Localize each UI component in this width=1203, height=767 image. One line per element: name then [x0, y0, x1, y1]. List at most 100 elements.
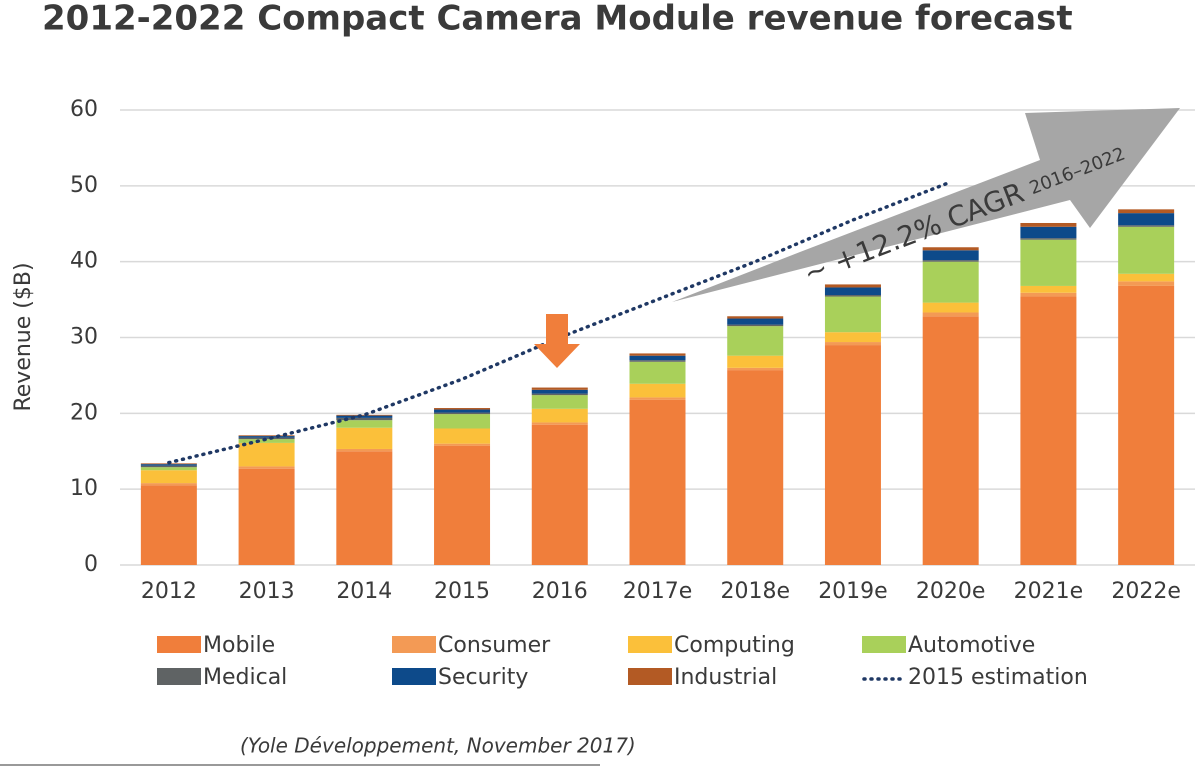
- bar-segment: [1020, 296, 1077, 565]
- bar-segment: [727, 355, 784, 368]
- bar-segment: [922, 312, 979, 317]
- bar-segment: [824, 287, 881, 296]
- x-tick-label: 2012: [141, 579, 197, 604]
- y-tick-label: 60: [70, 97, 98, 122]
- bar-segment: [1020, 239, 1077, 286]
- bar-segment: [531, 408, 588, 423]
- bar-segment: [336, 414, 393, 416]
- x-tick-label: 2022e: [1111, 579, 1181, 604]
- bar-segment: [140, 485, 197, 565]
- legend-swatch: [157, 636, 201, 653]
- bar-segment: [629, 399, 686, 565]
- bar-segment: [140, 483, 197, 486]
- bar-segment: [629, 355, 686, 361]
- bar-segment: [434, 412, 491, 415]
- bar-segment: [1020, 222, 1077, 227]
- y-axis-label: Revenue ($B): [11, 262, 36, 411]
- bar-segment: [922, 250, 979, 261]
- bar-segment: [629, 397, 686, 400]
- bar-segment: [336, 420, 393, 428]
- bar-segment: [922, 302, 979, 313]
- bar-segment: [629, 360, 686, 362]
- bar-segment: [824, 296, 881, 333]
- legend-label: Industrial: [674, 665, 777, 690]
- bar-segment: [531, 387, 588, 390]
- x-tick-label: 2020e: [916, 579, 986, 604]
- legend-swatch: [157, 668, 201, 685]
- x-tick-label: 2015: [434, 579, 490, 604]
- bar-segment: [629, 353, 686, 356]
- bar-segment: [824, 342, 881, 346]
- bar-segment: [824, 345, 881, 565]
- legend-label: Security: [438, 665, 528, 690]
- x-tick-label: 2013: [239, 579, 295, 604]
- legend-label: 2015 estimation: [908, 665, 1088, 690]
- bar-segment: [824, 284, 881, 288]
- bar-segment: [336, 427, 393, 449]
- bar-segment: [1020, 292, 1077, 297]
- source: (Yole Développement, November 2017): [240, 734, 636, 758]
- y-tick-label: 20: [70, 400, 98, 425]
- bar-segment: [531, 389, 588, 394]
- bar-segment: [531, 393, 588, 396]
- bar-segment: [1118, 225, 1175, 227]
- legend-swatch: [392, 668, 436, 685]
- bar-segment: [1020, 285, 1077, 293]
- bar-segment: [238, 468, 295, 565]
- bar-segment: [727, 324, 784, 327]
- bar-segment: [1118, 273, 1175, 282]
- x-tick-label: 2019e: [818, 579, 888, 604]
- bar-segment: [531, 395, 588, 409]
- x-tick-label: 2016: [532, 579, 588, 604]
- bar-segment: [1020, 226, 1077, 239]
- bar-segment: [336, 415, 393, 418]
- bar-segment: [238, 466, 295, 469]
- bar-segment: [1118, 281, 1175, 286]
- bar-segment: [629, 383, 686, 398]
- bar-segment: [727, 326, 784, 356]
- bar-segment: [727, 367, 784, 371]
- bar-segment: [922, 261, 979, 303]
- plot-area: 0 10 20 30 40 50 60 2012 2013 2014 2015 2016 2017e 20…: [70, 97, 1195, 604]
- y-tick-label: 10: [70, 476, 98, 501]
- bar-segment: [1020, 238, 1077, 240]
- cagr-text: ~ +12.2% CAGR: [799, 176, 1028, 290]
- bar-segment: [434, 408, 491, 410]
- y-tick-label: 30: [70, 325, 98, 350]
- bar-segment: [434, 443, 491, 446]
- x-tick-label: 2018e: [720, 579, 790, 604]
- bar-segment: [727, 370, 784, 565]
- bar-segment: [531, 424, 588, 565]
- bar-segment: [727, 316, 784, 319]
- bar-segment: [922, 247, 979, 251]
- legend-swatch: [628, 636, 672, 653]
- bar-segment: [629, 361, 686, 384]
- legend-swatch: [628, 668, 672, 685]
- chart-title: 2012-2022 Compact Camera Module revenue …: [42, 0, 1073, 39]
- legend: Mobile Consumer Computing Automotive Medical…: [157, 633, 1088, 690]
- bar-segment: [1118, 209, 1175, 214]
- legend-label: Computing: [674, 633, 795, 658]
- bar-segment: [140, 470, 197, 484]
- legend-label: Automotive: [908, 633, 1035, 658]
- legend-swatch: [862, 636, 906, 653]
- bar-segment: [238, 435, 295, 437]
- y-tick-label: 40: [70, 249, 98, 274]
- bar-segment: [238, 439, 295, 443]
- bar-segment: [531, 422, 588, 425]
- bar-segment: [824, 295, 881, 297]
- x-tick-label: 2021e: [1014, 579, 1084, 604]
- bar-segment: [336, 448, 393, 452]
- bar-segment: [238, 437, 295, 440]
- legend-swatch: [392, 636, 436, 653]
- bar-segment: [1118, 226, 1175, 274]
- bar-segment: [727, 318, 784, 325]
- bar-segment: [336, 417, 393, 421]
- bar-segment: [1118, 213, 1175, 226]
- bar-segment: [824, 332, 881, 343]
- marker-arrow: [534, 314, 580, 368]
- bar-segment: [922, 260, 979, 262]
- bar-segment: [140, 467, 197, 471]
- bar-segment: [1118, 285, 1175, 565]
